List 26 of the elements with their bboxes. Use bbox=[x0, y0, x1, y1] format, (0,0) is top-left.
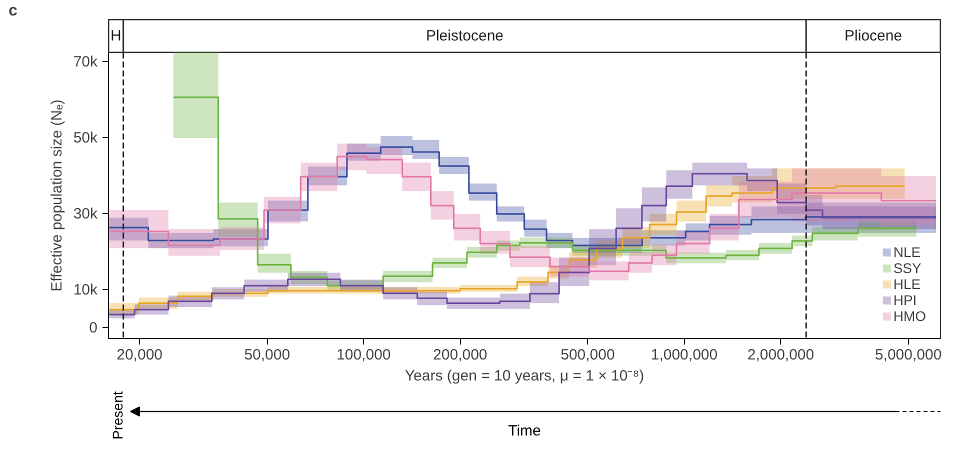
text: H bbox=[110, 28, 122, 44]
legend-label: HLE bbox=[893, 276, 921, 292]
x-tick-label: 100,000 bbox=[336, 346, 391, 364]
text: Present bbox=[110, 391, 126, 440]
legend-label: HPI bbox=[893, 292, 917, 308]
y-tick-label: 70k bbox=[73, 53, 98, 70]
y-tick-label: 50k bbox=[73, 129, 98, 146]
text: Time bbox=[508, 422, 541, 440]
x-tick-label: 2,000,000 bbox=[747, 346, 814, 364]
y-tick-label: 10k bbox=[73, 281, 98, 298]
x-tick-label: 500,000 bbox=[560, 346, 615, 364]
text: Pliocene bbox=[844, 28, 902, 44]
legend-label: SSY bbox=[893, 260, 922, 276]
legend-label: NLE bbox=[893, 244, 921, 260]
x-tick-label: 1,000,000 bbox=[650, 346, 718, 364]
x-tick-label: 200,000 bbox=[433, 346, 488, 364]
x-tick-label: 20,000 bbox=[116, 346, 163, 364]
legend-label: HMO bbox=[893, 308, 926, 324]
x-tick-label: 5,000,000 bbox=[874, 346, 942, 364]
x-tick-label: 50,000 bbox=[244, 346, 290, 364]
x-axis-title: Years (gen = 10 years, μ = 1 × 10⁻⁸) bbox=[404, 368, 644, 384]
text: Pleistocene bbox=[426, 28, 504, 44]
chart-title: c bbox=[8, 2, 18, 20]
y-axis-title: Effective population size (Nₑ) bbox=[48, 99, 66, 292]
y-tick-label: 0 bbox=[89, 319, 98, 336]
y-tick-label: 30k bbox=[73, 205, 98, 222]
